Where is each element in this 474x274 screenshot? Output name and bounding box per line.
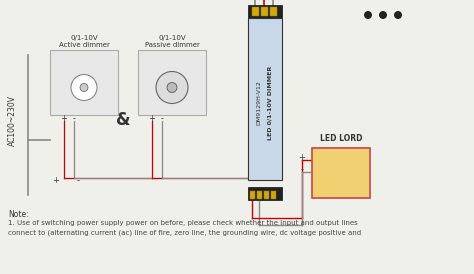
Circle shape [167, 82, 177, 93]
Bar [312, 148, 370, 198]
Bar [248, 18, 282, 180]
Text: Note:: Note: [8, 210, 28, 219]
Text: LED LORD: LED LORD [320, 134, 362, 143]
Bar [248, 187, 282, 200]
Circle shape [156, 72, 188, 104]
Bar [50, 50, 118, 115]
Text: -: - [73, 114, 75, 123]
Text: &: & [116, 111, 130, 129]
Text: -: - [76, 176, 80, 185]
Text: +: + [299, 153, 305, 162]
Text: LED 0/1-10V DIMMER: LED 0/1-10V DIMMER [267, 65, 273, 140]
Text: -: - [301, 165, 303, 174]
Text: 1. Use of switching power supply power on before, please check whether the input: 1. Use of switching power supply power o… [8, 220, 358, 226]
Text: +: + [61, 114, 67, 123]
Bar [252, 7, 259, 16]
Bar [257, 191, 262, 199]
Text: +: + [53, 176, 59, 185]
Text: DM9129H-V12: DM9129H-V12 [256, 80, 262, 125]
Text: AC100~230V: AC100~230V [8, 95, 17, 145]
Circle shape [394, 11, 402, 19]
Text: +: + [148, 114, 155, 123]
Circle shape [71, 75, 97, 101]
Bar [271, 191, 276, 199]
Bar [250, 191, 255, 199]
Circle shape [80, 84, 88, 92]
Bar [138, 50, 206, 115]
Text: connect to (alternating current (ac) line of fire, zero line, the grounding wire: connect to (alternating current (ac) lin… [8, 230, 361, 236]
Bar [264, 191, 269, 199]
Circle shape [379, 11, 387, 19]
Bar [248, 5, 282, 18]
Text: 0/1-10V
Passive dimmer: 0/1-10V Passive dimmer [145, 35, 200, 48]
Text: 0/1-10V
Active dimmer: 0/1-10V Active dimmer [59, 35, 109, 48]
Bar [261, 7, 268, 16]
Bar [270, 7, 277, 16]
Circle shape [364, 11, 372, 19]
Text: -: - [161, 114, 164, 123]
